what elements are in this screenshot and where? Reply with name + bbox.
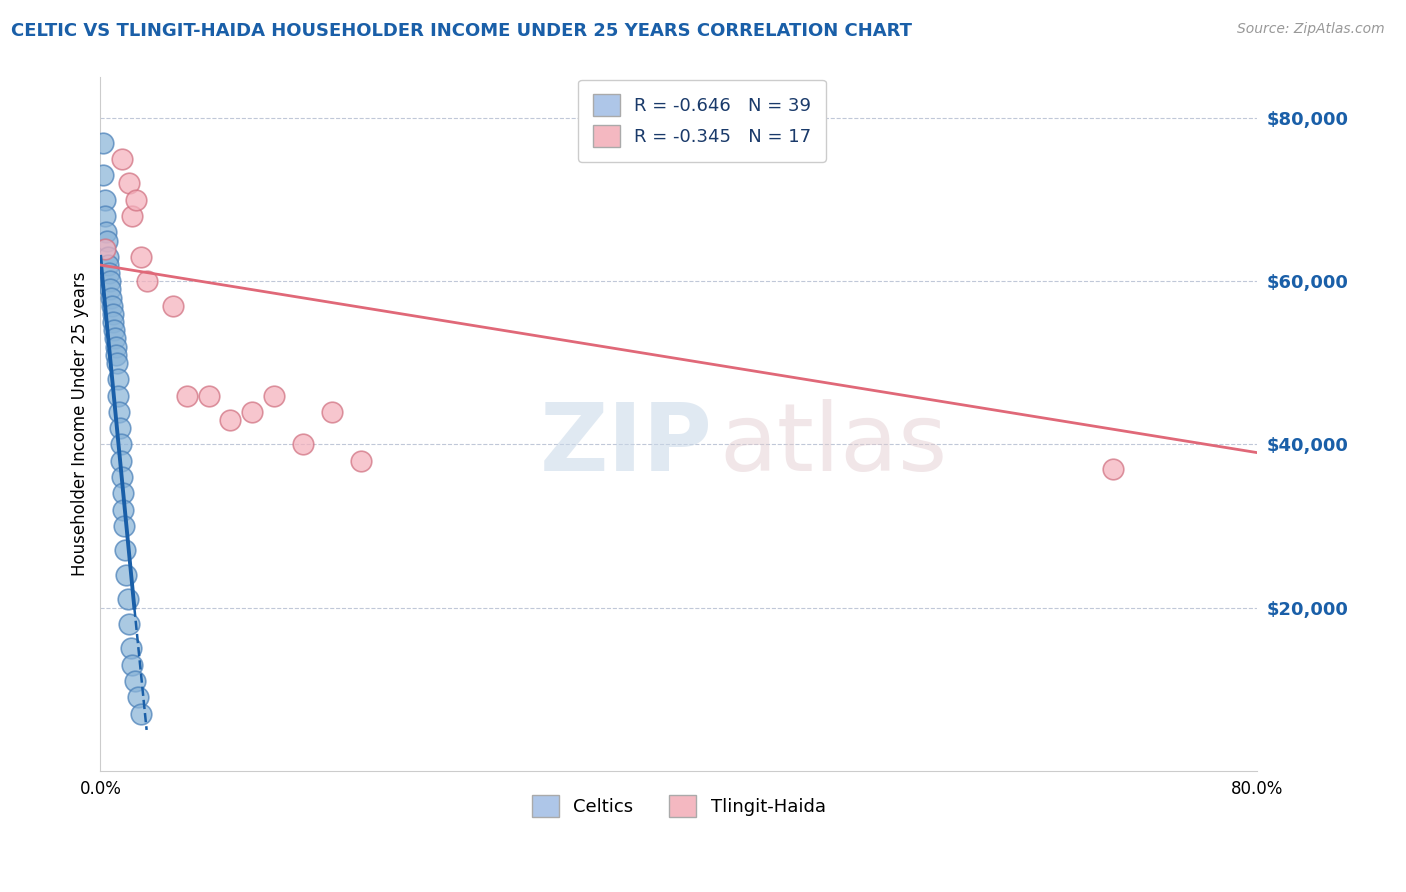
Point: [111, 486, 134, 500]
Point: [112, 519, 135, 533]
Point: [110, 437, 132, 451]
Point: [91, 169, 114, 183]
Point: [97, 258, 120, 272]
Point: [240, 405, 263, 419]
Point: [219, 413, 242, 427]
Point: [98, 274, 121, 288]
Text: Source: ZipAtlas.com: Source: ZipAtlas.com: [1237, 22, 1385, 37]
Point: [121, 209, 143, 223]
Point: [124, 673, 146, 688]
Point: [129, 250, 152, 264]
Point: [108, 405, 131, 419]
Point: [103, 323, 125, 337]
Point: [118, 616, 141, 631]
Point: [114, 543, 136, 558]
Point: [112, 502, 135, 516]
Point: [101, 307, 124, 321]
Point: [104, 331, 127, 345]
Point: [107, 388, 129, 402]
Point: [135, 274, 157, 288]
Point: [93, 242, 115, 256]
Point: [98, 266, 121, 280]
Point: [110, 454, 132, 468]
Point: [101, 299, 124, 313]
Point: [198, 388, 221, 402]
Point: [103, 315, 125, 329]
Point: [129, 706, 152, 721]
Point: [115, 568, 138, 582]
Point: [108, 421, 131, 435]
Point: [321, 405, 343, 419]
Point: [93, 193, 115, 207]
Legend: Celtics, Tlingit-Haida: Celtics, Tlingit-Haida: [524, 788, 834, 824]
Text: ZIP: ZIP: [540, 399, 713, 491]
Point: [1101, 462, 1123, 476]
Point: [100, 283, 122, 297]
Point: [96, 234, 118, 248]
Point: [104, 340, 127, 354]
Point: [91, 136, 114, 150]
Point: [117, 592, 139, 607]
Text: CELTIC VS TLINGIT-HAIDA HOUSEHOLDER INCOME UNDER 25 YEARS CORRELATION CHART: CELTIC VS TLINGIT-HAIDA HOUSEHOLDER INCO…: [11, 22, 912, 40]
Point: [125, 193, 148, 207]
Point: [121, 657, 143, 672]
Point: [94, 226, 117, 240]
Point: [97, 250, 120, 264]
Point: [94, 209, 117, 223]
Point: [111, 470, 134, 484]
Point: [100, 291, 122, 305]
Point: [111, 152, 134, 166]
Point: [107, 372, 129, 386]
Point: [263, 388, 285, 402]
Point: [176, 388, 198, 402]
Point: [120, 641, 142, 656]
Point: [105, 348, 128, 362]
Point: [105, 356, 128, 370]
Point: [291, 437, 314, 451]
Text: atlas: atlas: [720, 399, 948, 491]
Point: [118, 177, 141, 191]
Y-axis label: Householder Income Under 25 years: Householder Income Under 25 years: [72, 272, 89, 576]
Point: [127, 690, 149, 705]
Point: [162, 299, 184, 313]
Point: [349, 454, 371, 468]
